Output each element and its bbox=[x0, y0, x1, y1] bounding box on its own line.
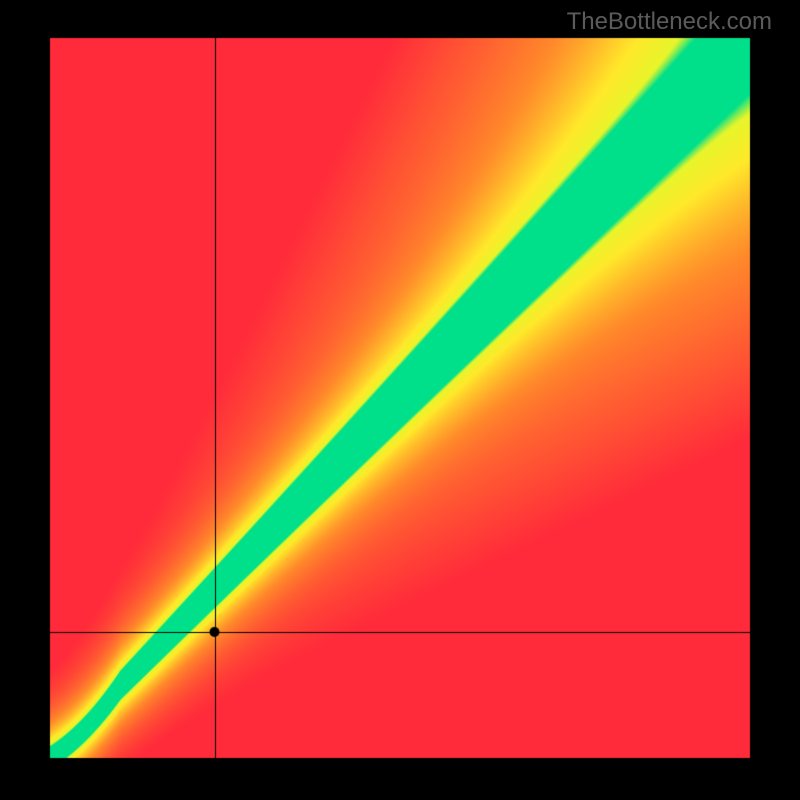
watermark: TheBottleneck.com bbox=[567, 8, 772, 36]
bottleneck-heatmap bbox=[0, 0, 800, 800]
